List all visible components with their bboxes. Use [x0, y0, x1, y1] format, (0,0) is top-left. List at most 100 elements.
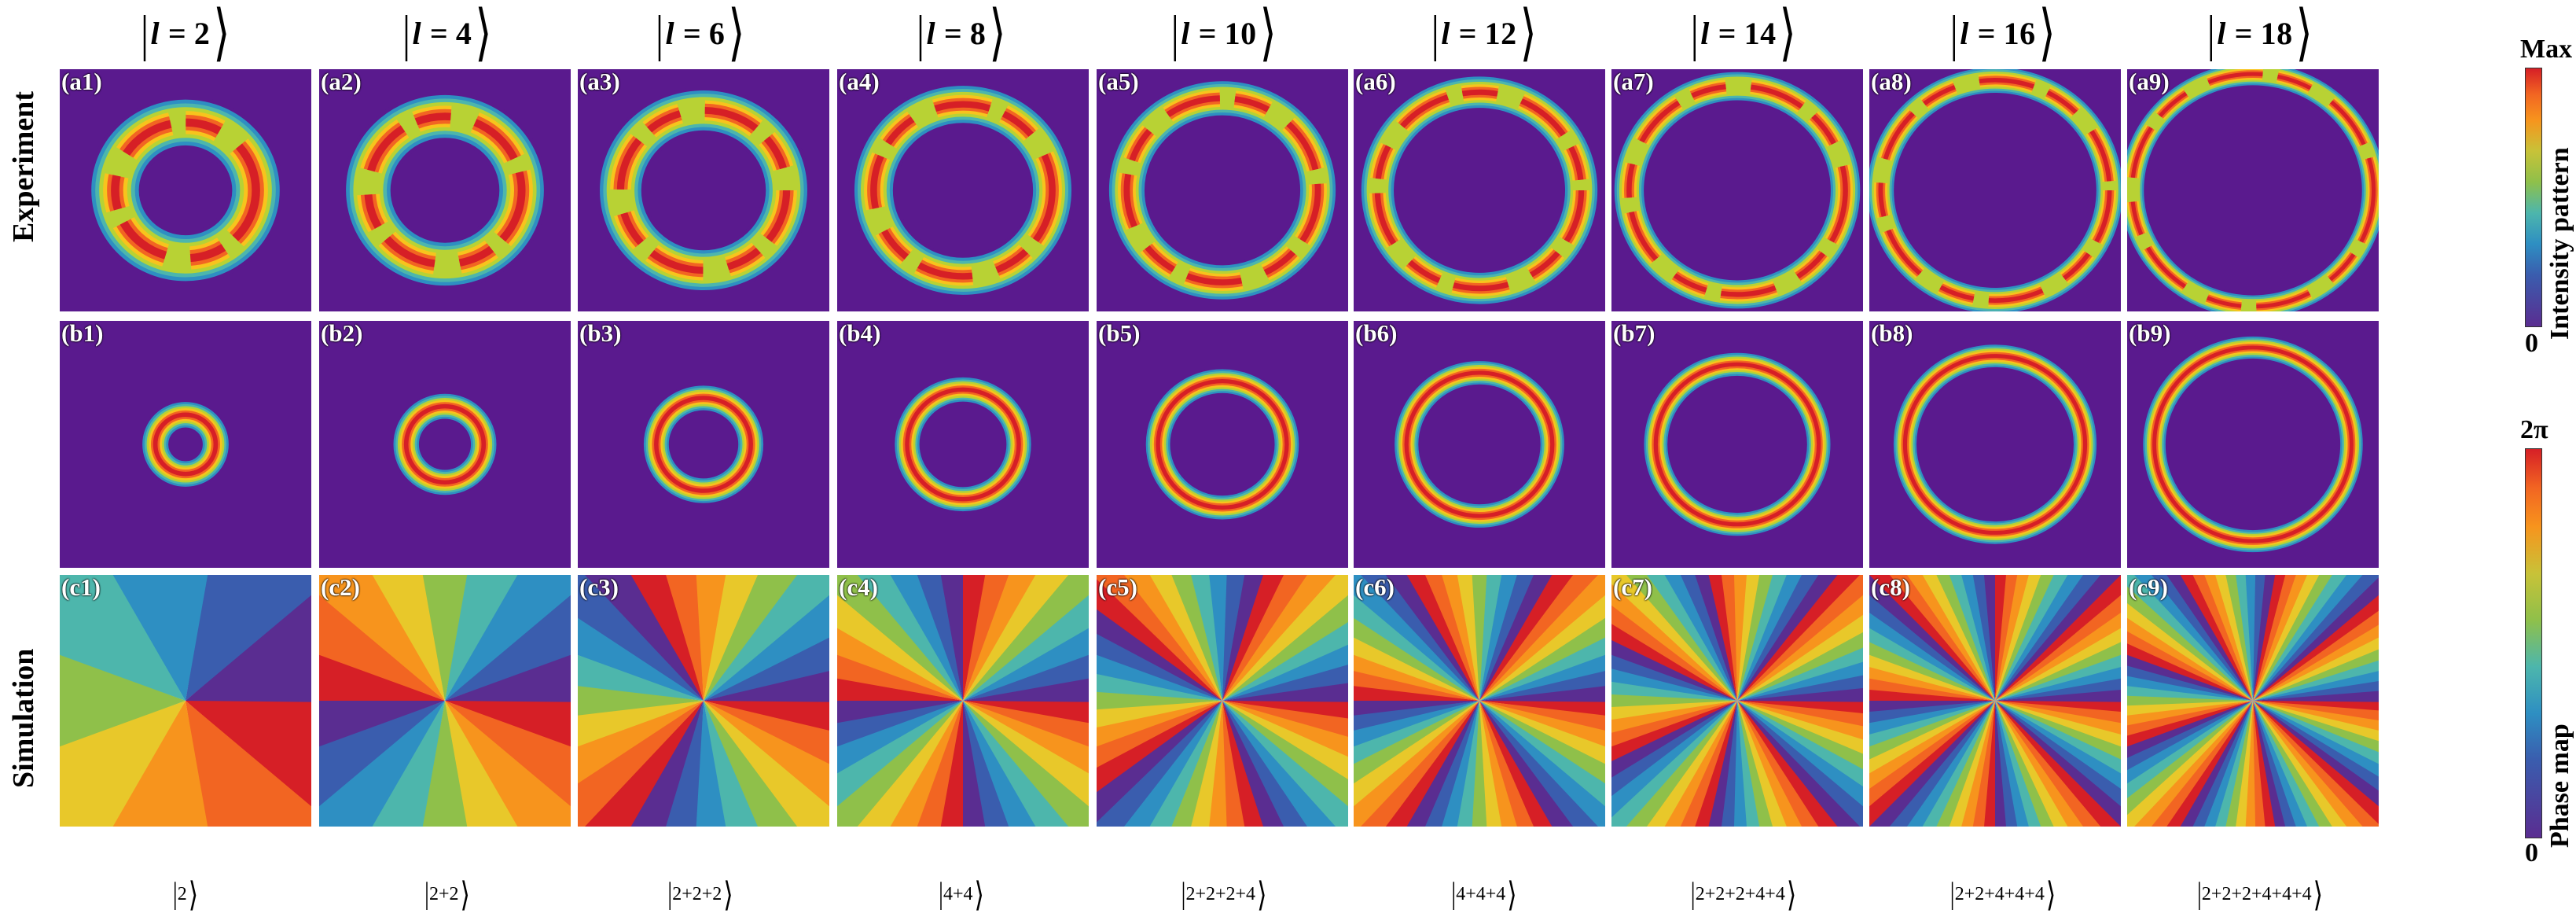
- ket-bar: |: [1431, 4, 1440, 62]
- ket-bar: |: [1690, 876, 1696, 911]
- ket-angle: ⟩: [1520, 0, 1538, 68]
- header-prefix: l =: [1441, 15, 1477, 51]
- decomposition-value: 2+2+2: [672, 883, 722, 904]
- header-prefix: l =: [150, 15, 186, 51]
- decomposition-label-4: | 4+4 ⟩: [851, 871, 1071, 917]
- panel-tag: (b2): [321, 321, 363, 347]
- intensity-ring-image: [837, 69, 1089, 311]
- ket-bar: |: [1181, 876, 1186, 911]
- panel-tag: (b9): [2129, 321, 2171, 347]
- panel-tag: (b7): [1613, 321, 1655, 347]
- ket-angle: ⟩: [2295, 0, 2313, 68]
- ket-angle: ⟩: [989, 0, 1006, 68]
- panel-tag: (a3): [579, 69, 620, 95]
- intensity-ring-image: [1097, 69, 1348, 311]
- intensity-ring-image: [1354, 69, 1605, 311]
- panel-b6: (b6): [1354, 321, 1605, 568]
- phase-map-image: [1869, 575, 2121, 827]
- panel-b8: (b8): [1869, 321, 2121, 568]
- phase-map-image: [1097, 575, 1348, 827]
- phase-map-image: [2127, 575, 2379, 827]
- panel-tag: (b6): [1355, 321, 1398, 347]
- decomposition-label-3: | 2+2+2 ⟩: [590, 871, 810, 917]
- ket-angle: ⟩: [1507, 875, 1517, 914]
- phase-map-image: [1611, 575, 1863, 827]
- panel-tag: (b5): [1098, 321, 1141, 347]
- ket-bar: |: [2207, 4, 2216, 62]
- intensity-colorbar-title: Intensity pattern: [2545, 147, 2574, 340]
- intensity-ring-image: [1869, 69, 2121, 311]
- panel-b7: (b7): [1611, 321, 1863, 568]
- panel-tag: (b1): [61, 321, 104, 347]
- header-prefix: l =: [665, 15, 701, 51]
- header-value: 4: [455, 15, 472, 51]
- ket-bar: |: [667, 876, 673, 911]
- column-header-8: | l = 16 ⟩: [1916, 0, 2089, 66]
- decomposition-label-9: | 2+2+2+4+4+4 ⟩: [2150, 871, 2370, 917]
- ket-bar: |: [424, 876, 429, 911]
- column-header-7: | l = 14 ⟩: [1657, 0, 1830, 66]
- panel-tag: (a1): [61, 69, 102, 95]
- ket-angle: ⟩: [213, 0, 230, 68]
- decomposition-value: 2+2+2+4+4+4: [2201, 883, 2312, 904]
- ket-angle: ⟩: [1786, 875, 1797, 914]
- header-prefix: l =: [1181, 15, 1217, 51]
- panel-c4: (c4): [837, 575, 1089, 827]
- header-prefix: l =: [1960, 15, 1996, 51]
- ket-bar: |: [917, 4, 925, 62]
- panel-c6: (c6): [1354, 575, 1605, 827]
- ket-angle: ⟩: [723, 875, 733, 914]
- panel-b4: (b4): [837, 321, 1089, 568]
- decomposition-value: 2+2+4+4+4: [1954, 883, 2045, 904]
- phase-map-image: [837, 575, 1089, 827]
- header-value: 8: [969, 15, 987, 51]
- column-header-3: | l = 6 ⟩: [614, 0, 787, 66]
- panel-tag: (c6): [1355, 575, 1395, 601]
- decomposition-label-8: | 2+2+4+4+4 ⟩: [1893, 871, 2113, 917]
- panel-tag: (a9): [2129, 69, 2170, 95]
- intensity-ring-image: [1869, 321, 2121, 568]
- decomposition-value: 2: [177, 883, 187, 904]
- ket-bar: |: [938, 876, 943, 911]
- intensity-ring-image: [1097, 321, 1348, 568]
- ket-angle: ⟩: [1779, 0, 1797, 68]
- column-header-5: | l = 10 ⟩: [1137, 0, 1310, 66]
- decomposition-label-1: | 2 ⟩: [75, 871, 296, 917]
- intensity-ring-image: [1611, 69, 1863, 311]
- panel-tag: (b4): [839, 321, 881, 347]
- header-prefix: l =: [412, 15, 448, 51]
- ket-angle: ⟩: [1259, 0, 1277, 68]
- panel-a6: (a6): [1354, 69, 1605, 311]
- intensity-ring-image: [319, 69, 571, 311]
- decomposition-value: 2+2+2+4: [1185, 883, 1256, 904]
- phase-map-image: [1354, 575, 1605, 827]
- ket-bar: |: [656, 4, 664, 62]
- intensity-colorbar: [2525, 68, 2542, 327]
- panel-b5: (b5): [1097, 321, 1348, 568]
- column-header-9: | l = 18 ⟩: [2174, 0, 2346, 66]
- header-prefix: l =: [1700, 15, 1736, 51]
- ket-angle: ⟩: [2313, 875, 2324, 914]
- panel-c7: (c7): [1611, 575, 1863, 827]
- panel-tag: (b8): [1871, 321, 1913, 347]
- ket-bar: |: [141, 4, 149, 62]
- panel-tag: (a2): [321, 69, 362, 95]
- panel-a5: (a5): [1097, 69, 1348, 311]
- phase-colorbar: [2525, 448, 2542, 838]
- header-value: 16: [2003, 15, 2036, 51]
- ket-bar: |: [2196, 876, 2202, 911]
- panel-c5: (c5): [1097, 575, 1348, 827]
- ket-angle: ⟩: [974, 875, 985, 914]
- decomposition-label-2: | 2+2 ⟩: [337, 871, 557, 917]
- header-value: 18: [2260, 15, 2293, 51]
- ket-angle: ⟩: [728, 0, 745, 68]
- panel-c8: (c8): [1869, 575, 2121, 827]
- intensity-ring-image: [837, 321, 1089, 568]
- panel-tag: (c9): [2129, 575, 2168, 601]
- ket-angle: ⟩: [188, 875, 199, 914]
- ket-bar: |: [1690, 4, 1700, 62]
- phase-map-image: [578, 575, 829, 827]
- phase-colorbar-max: 2π: [2520, 415, 2548, 444]
- panel-tag: (a4): [839, 69, 880, 95]
- intensity-ring-image: [578, 69, 829, 311]
